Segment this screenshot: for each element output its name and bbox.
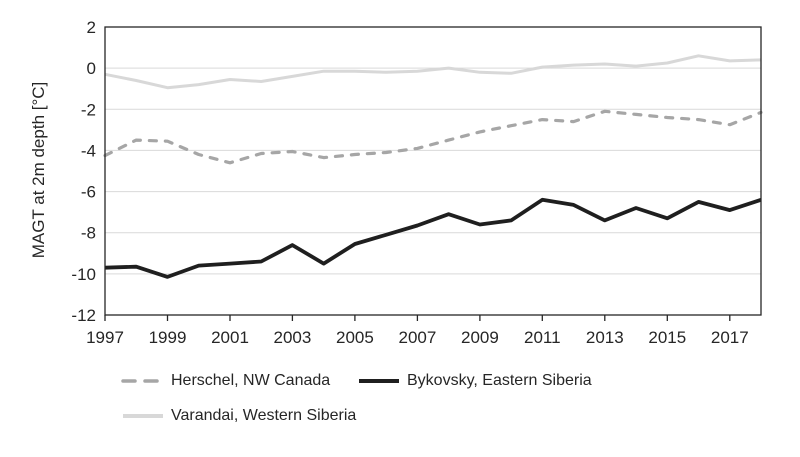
y-tick-label: -8: [81, 224, 96, 243]
legend-label-herschel: Herschel, NW Canada: [171, 372, 331, 389]
x-tick-label: 2001: [211, 328, 249, 347]
x-tick-label: 2017: [711, 328, 749, 347]
y-tick-label: -2: [81, 100, 96, 119]
series-line-bykovsky: [104, 197, 762, 279]
x-tick-label: 1997: [86, 328, 124, 347]
plot-border: [104, 26, 762, 316]
plot-area: 2 0 -2 -4 -6 -8 -10 -12 1997 1999 2001 2003 2005 2007…: [71, 18, 763, 347]
x-tick-label: 2013: [586, 328, 624, 347]
legend-label-bykovsky: Bykovsky, Eastern Siberia: [407, 372, 592, 389]
legend-label-varandai: Varandai, Western Siberia: [171, 407, 357, 424]
x-tick-label: 2003: [273, 328, 311, 347]
x-tick-label: 1999: [149, 328, 187, 347]
x-tick-label: 2007: [398, 328, 436, 347]
bykovsky-solid-line-swatch: [359, 379, 399, 383]
y-tick-label: -10: [71, 265, 96, 284]
x-tick-label: 2005: [336, 328, 374, 347]
y-tick-label: -12: [71, 306, 96, 325]
x-tick-label: 2009: [461, 328, 499, 347]
legend-item-bykovsky: Bykovsky, Eastern Siberia: [357, 371, 592, 391]
y-tick-label: -4: [81, 141, 96, 160]
series-line-varandai: [104, 54, 762, 90]
herschel-dashed-line-swatch: [121, 379, 165, 383]
legend-item-herschel: Herschel, NW Canada: [121, 371, 330, 391]
varandai-solid-line-swatch: [123, 414, 163, 418]
series-line-herschel: [103, 109, 763, 165]
x-tick-label: 2015: [648, 328, 686, 347]
y-tick-label: 2: [87, 18, 96, 37]
legend-item-varandai: Varandai, Western Siberia: [121, 406, 356, 426]
x-tick-label: 2011: [524, 328, 561, 347]
y-tick-label: 0: [87, 59, 96, 78]
y-tick-label: -6: [81, 183, 96, 202]
